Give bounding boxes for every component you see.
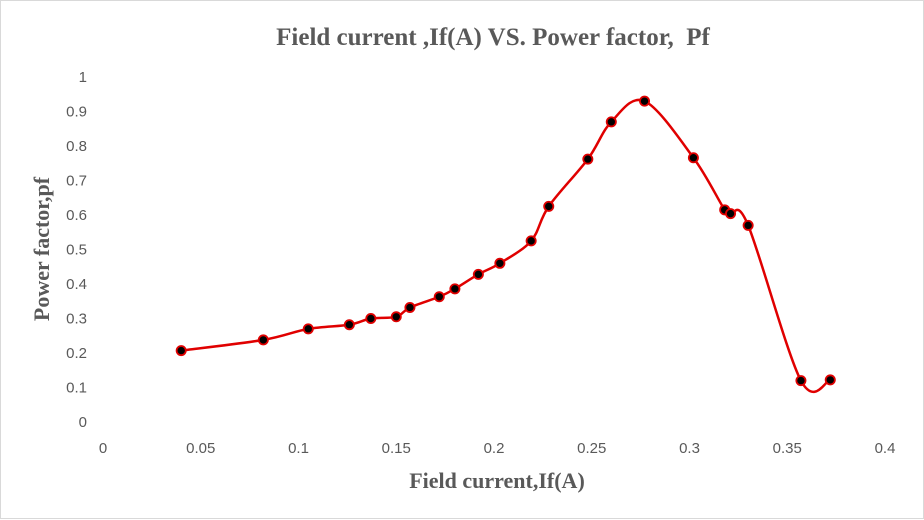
data-point (725, 208, 737, 220)
series-layer (175, 95, 836, 393)
data-point (343, 319, 355, 331)
data-point (449, 283, 461, 295)
x-tick-label: 0.3 (679, 440, 700, 457)
x-tick-label: 0.35 (773, 440, 802, 457)
x-tick-label: 0 (99, 440, 107, 457)
data-point (824, 374, 836, 386)
data-point (257, 334, 269, 346)
x-tick-label: 0.25 (577, 440, 606, 457)
y-tick-label: 0.7 (66, 173, 87, 190)
data-point (795, 375, 807, 387)
y-tick-label: 0.8 (66, 138, 87, 155)
chart-title: Field current ,If(A) VS. Power factor, P… (276, 24, 710, 51)
data-point (472, 268, 484, 280)
data-point (494, 257, 506, 269)
y-axis-ticks: 0 0.1 0.2 0.3 0.4 0.5 0.6 0.7 0.8 0.9 1 (66, 69, 87, 431)
y-tick-label: 0.4 (66, 276, 87, 293)
data-point (543, 200, 555, 212)
x-tick-label: 0.4 (875, 440, 896, 457)
y-tick-label: 0 (79, 414, 87, 431)
x-tick-label: 0.1 (288, 440, 309, 457)
data-point (639, 95, 651, 107)
data-point (687, 152, 699, 164)
y-axis-label: Power factor,pf (29, 176, 54, 321)
y-tick-label: 0.6 (66, 207, 87, 224)
y-tick-label: 0.3 (66, 311, 87, 328)
data-point (302, 323, 314, 335)
data-point (404, 301, 416, 313)
x-tick-label: 0.2 (484, 440, 505, 457)
y-tick-label: 0.2 (66, 345, 87, 362)
data-point (365, 312, 377, 324)
y-tick-label: 0.9 (66, 104, 87, 121)
data-point (605, 116, 617, 128)
y-tick-label: 0.5 (66, 242, 87, 259)
data-point (175, 345, 187, 357)
data-point (433, 291, 445, 303)
x-tick-label: 0.05 (186, 440, 215, 457)
x-tick-label: 0.15 (382, 440, 411, 457)
x-axis-ticks: 0 0.05 0.1 0.15 0.2 0.25 0.3 0.35 0.4 (99, 440, 896, 457)
series-line (181, 98, 831, 393)
data-point (525, 235, 537, 247)
y-tick-label: 1 (79, 69, 87, 86)
data-point (582, 153, 594, 165)
data-point (390, 311, 402, 323)
data-point (742, 219, 754, 231)
x-axis-label: Field current,If(A) (409, 468, 585, 493)
y-tick-label: 0.1 (66, 380, 87, 397)
